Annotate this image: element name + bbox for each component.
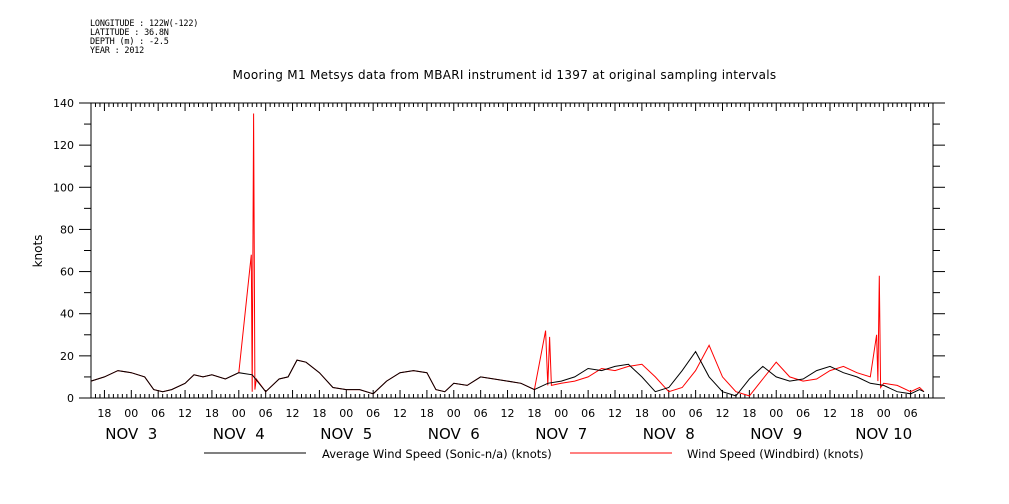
x-tick-label: 18 bbox=[420, 407, 434, 420]
x-tick-label: 12 bbox=[286, 407, 300, 420]
depth-text: DEPTH (m) : -2.5 bbox=[90, 37, 169, 47]
x-tick-label: 00 bbox=[662, 407, 676, 420]
x-tick-label: 18 bbox=[742, 407, 756, 420]
x-date-label: NOV 9 bbox=[750, 425, 802, 443]
x-tick-label: 12 bbox=[501, 407, 515, 420]
series-line-windbird-wind-speed bbox=[90, 113, 925, 397]
y-tick-label: 20 bbox=[60, 350, 74, 363]
x-tick-label: 12 bbox=[823, 407, 837, 420]
y-axis-label: knots bbox=[31, 235, 45, 268]
x-tick-label: 18 bbox=[97, 407, 111, 420]
x-tick-label: 00 bbox=[554, 407, 568, 420]
legend-label-windbird: Wind Speed (Windbird) (knots) bbox=[687, 447, 864, 461]
y-tick-label: 60 bbox=[60, 266, 74, 279]
year-text: YEAR : 2012 bbox=[90, 46, 145, 56]
mooring-metadata: LONGITUDE : 122W(-122) LATITUDE : 36.8N … bbox=[90, 20, 198, 56]
x-date-label: NOV 3 bbox=[105, 425, 157, 443]
plot-frame bbox=[90, 102, 934, 399]
y-tick-label: 120 bbox=[53, 139, 74, 152]
x-date-label: NOV 6 bbox=[428, 425, 480, 443]
legend-label-average: Average Wind Speed (Sonic-n/a) (knots) bbox=[322, 447, 552, 461]
x-tick-label: 00 bbox=[877, 407, 891, 420]
x-tick-label: 18 bbox=[635, 407, 649, 420]
x-tick-label: 18 bbox=[312, 407, 326, 420]
y-tick-label: 140 bbox=[53, 97, 74, 110]
y-tick-label: 40 bbox=[60, 308, 74, 321]
legend: Average Wind Speed (Sonic-n/a) (knots) W… bbox=[204, 447, 864, 461]
x-date-label: NOV 5 bbox=[320, 425, 372, 443]
x-tick-label: 06 bbox=[581, 407, 595, 420]
x-tick-label: 06 bbox=[259, 407, 273, 420]
x-tick-label: 18 bbox=[850, 407, 864, 420]
x-tick-label: 06 bbox=[151, 407, 165, 420]
x-tick-label: 00 bbox=[124, 407, 138, 420]
x-tick-label: 06 bbox=[796, 407, 810, 420]
longitude-text: LONGITUDE : 122W(-122) bbox=[90, 19, 199, 29]
x-tick-label: 06 bbox=[474, 407, 488, 420]
x-tick-label: 06 bbox=[689, 407, 703, 420]
x-tick-label: 00 bbox=[232, 407, 246, 420]
x-tick-label: 12 bbox=[178, 407, 192, 420]
x-tick-label: 06 bbox=[366, 407, 380, 420]
x-tick-label: 12 bbox=[393, 407, 407, 420]
x-tick-label: 00 bbox=[769, 407, 783, 420]
x-tick-label: 18 bbox=[205, 407, 219, 420]
x-tick-label: 18 bbox=[527, 407, 541, 420]
x-date-label: NOV 4 bbox=[213, 425, 265, 443]
x-tick-label: 06 bbox=[904, 407, 918, 420]
series-line-average-wind-speed bbox=[90, 350, 925, 397]
x-tick-label: 12 bbox=[608, 407, 622, 420]
y-tick-label: 0 bbox=[67, 392, 74, 405]
x-date-label: NOV 8 bbox=[643, 425, 695, 443]
x-date-label: NOV 7 bbox=[535, 425, 587, 443]
series-layer bbox=[90, 113, 925, 397]
x-date-label: NOV 10 bbox=[855, 425, 912, 443]
x-tick-label: 00 bbox=[339, 407, 353, 420]
axis-ticks: 18 00 06 12 18 00 06 12 18 00 06 12 18 00 06 12 18 00 06 12… bbox=[53, 97, 945, 443]
y-tick-label: 80 bbox=[60, 223, 74, 236]
chart-title: Mooring M1 Metsys data from MBARI instru… bbox=[232, 68, 777, 82]
latitude-text: LATITUDE : 36.8N bbox=[90, 28, 169, 38]
x-tick-label: 12 bbox=[716, 407, 730, 420]
y-tick-label: 100 bbox=[53, 181, 74, 194]
x-tick-label: 00 bbox=[447, 407, 461, 420]
